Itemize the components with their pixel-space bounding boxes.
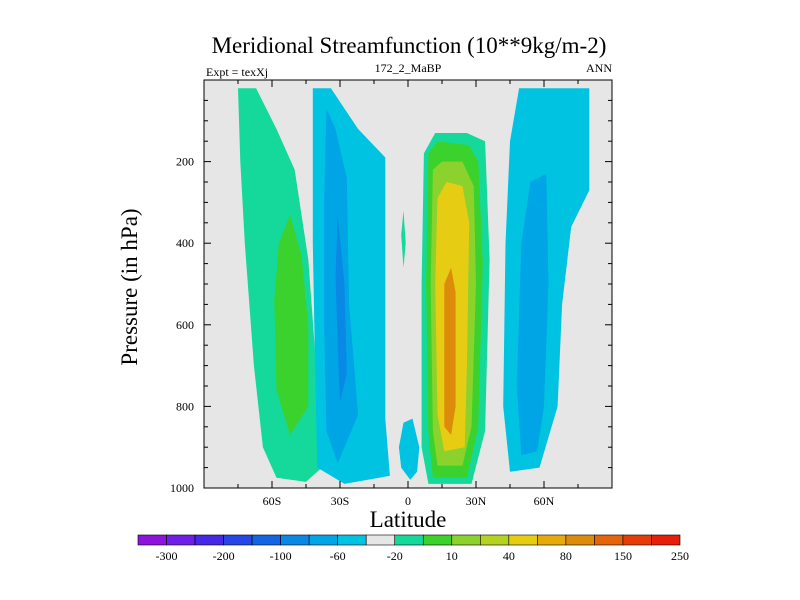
center-string: 172_2_MaBP xyxy=(375,61,442,75)
x-tick-label: 30S xyxy=(331,494,350,508)
chart-title: Meridional Streamfunction (10**9kg/m-2) xyxy=(212,33,607,58)
colorbar-label: 40 xyxy=(503,549,515,563)
colorbar-box xyxy=(251,534,281,546)
left-string: Expt = texXj xyxy=(206,65,268,79)
colorbar-box xyxy=(337,534,367,546)
colorbar-label: -100 xyxy=(270,549,292,563)
y-tick-label: 400 xyxy=(176,236,194,250)
contour-fill-40 xyxy=(274,214,309,435)
colorbar-label: -200 xyxy=(213,549,235,563)
colorbar-box xyxy=(480,534,510,546)
colorbar-label: 80 xyxy=(560,549,572,563)
colorbar: -300 -200 -100 -60 -20 10 40 80 150 250 xyxy=(137,534,689,563)
contour-fill--20 xyxy=(516,173,549,456)
colorbar-box xyxy=(565,534,595,546)
x-tick-label: 30N xyxy=(466,494,487,508)
colorbar-box xyxy=(508,534,538,546)
plot-area xyxy=(204,80,612,488)
x-tick-label: 60N xyxy=(534,494,555,508)
y-tick-label: 200 xyxy=(176,155,194,169)
cell-tropics-small xyxy=(398,210,420,480)
y-tick-label: 800 xyxy=(176,399,194,413)
colorbar-box xyxy=(223,534,253,546)
colorbar-box xyxy=(365,534,396,546)
contour-fill-250 xyxy=(444,267,456,435)
cell-60s-positive xyxy=(238,88,322,482)
colorbar-label: 150 xyxy=(614,549,632,563)
colorbar-box xyxy=(651,534,681,546)
x-tick-label: 0 xyxy=(405,494,411,508)
colorbar-box xyxy=(537,534,567,546)
colorbar-label: 250 xyxy=(671,549,689,563)
axes: 60S 30S 0 30N 60N 200 400 600 800 1000 xyxy=(170,79,613,508)
colorbar-label: -20 xyxy=(387,549,403,563)
y-tick-label: 600 xyxy=(176,318,194,332)
cell-60n-negative xyxy=(503,88,590,472)
colorbar-box xyxy=(137,534,167,546)
colorbar-box xyxy=(622,534,652,546)
colorbar-box xyxy=(194,534,224,546)
colorbar-box xyxy=(308,534,338,546)
colorbar-label: -60 xyxy=(330,549,346,563)
y-tick-label: 1000 xyxy=(170,481,194,495)
contour-fill--60 xyxy=(335,214,347,403)
colorbar-box xyxy=(422,534,453,546)
cell-hadley-nh xyxy=(421,133,490,484)
contour-fill--10 xyxy=(398,418,420,480)
right-string: ANN xyxy=(586,61,612,75)
colorbar-box xyxy=(280,534,310,546)
x-tick-label: 60S xyxy=(263,494,282,508)
x-axis-label: Latitude xyxy=(370,507,447,532)
colorbar-box xyxy=(594,534,624,546)
colorbar-label: -300 xyxy=(156,549,178,563)
y-axis-label: Pressure (in hPa) xyxy=(117,208,142,365)
colorbar-box xyxy=(451,534,481,546)
colorbar-box xyxy=(394,534,424,546)
cell-30s-negative xyxy=(312,88,390,484)
colorbar-box xyxy=(166,534,196,546)
contour-fill-10 xyxy=(401,210,406,268)
colorbar-label: 10 xyxy=(446,549,458,563)
